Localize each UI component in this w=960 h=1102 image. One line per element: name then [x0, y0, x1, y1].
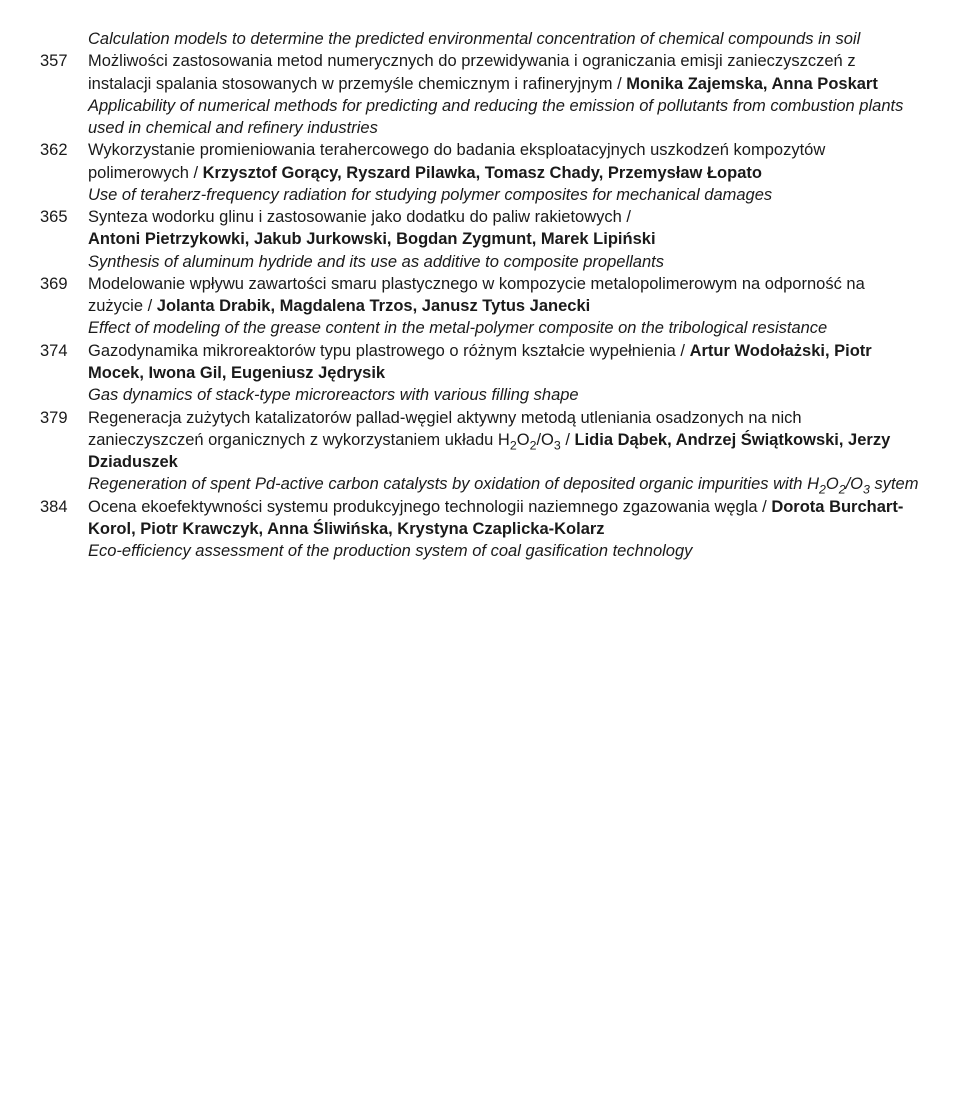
entry-content: Wykorzystanie promieniowania terahercowe…	[88, 139, 920, 206]
translation-text: Gas dynamics of stack-type microreactors…	[88, 386, 579, 404]
page-number: 362	[40, 139, 88, 161]
author-text: Antoni Pietrzykowki, Jakub Jurkowski, Bo…	[88, 230, 656, 248]
author-text: Monika Zajemska, Anna Poskart	[626, 75, 878, 93]
page-number: 374	[40, 340, 88, 362]
translation-text: Calculation models to determine the pred…	[88, 30, 860, 48]
entry-content: Możliwości zastosowania metod numeryczny…	[88, 50, 920, 139]
toc-entry: 374Gazodynamika mikroreaktorów typu plas…	[40, 340, 920, 407]
toc-entry: 357Możliwości zastosowania metod numeryc…	[40, 50, 920, 139]
entry-content: Calculation models to determine the pred…	[88, 28, 920, 50]
translation-text: Applicability of numerical methods for p…	[88, 97, 903, 137]
toc-entry: Calculation models to determine the pred…	[40, 28, 920, 50]
page-number: 365	[40, 206, 88, 228]
toc-list: Calculation models to determine the pred…	[40, 28, 920, 562]
page-number: 369	[40, 273, 88, 295]
toc-entry: 379Regeneracja zużytych katalizatorów pa…	[40, 407, 920, 496]
toc-entry: 362Wykorzystanie promieniowania teraherc…	[40, 139, 920, 206]
translation-text: Eco-efficiency assessment of the product…	[88, 542, 692, 560]
page-number: 357	[40, 50, 88, 72]
title-text: Synteza wodorku glinu i zastosowanie jak…	[88, 208, 631, 226]
translation-text: Synthesis of aluminum hydride and its us…	[88, 253, 664, 271]
title-text: Ocena ekoefektywności systemu produkcyjn…	[88, 498, 771, 516]
translation-text: Use of teraherz-frequency radiation for …	[88, 186, 772, 204]
toc-entry: 365Synteza wodorku glinu i zastosowanie …	[40, 206, 920, 273]
title-text: Gazodynamika mikroreaktorów typu plastro…	[88, 342, 690, 360]
entry-content: Synteza wodorku glinu i zastosowanie jak…	[88, 206, 920, 273]
entry-content: Ocena ekoefektywności systemu produkcyjn…	[88, 496, 920, 563]
entry-content: Modelowanie wpływu zawartości smaru plas…	[88, 273, 920, 340]
page-number: 384	[40, 496, 88, 518]
author-text: Krzysztof Gorący, Ryszard Pilawka, Tomas…	[203, 164, 762, 182]
translation-text: Regeneration of spent Pd-active carbon c…	[88, 475, 918, 493]
toc-entry: 384Ocena ekoefektywności systemu produkc…	[40, 496, 920, 563]
page-number: 379	[40, 407, 88, 429]
author-text: Jolanta Drabik, Magdalena Trzos, Janusz …	[157, 297, 590, 315]
entry-content: Regeneracja zużytych katalizatorów palla…	[88, 407, 920, 496]
entry-content: Gazodynamika mikroreaktorów typu plastro…	[88, 340, 920, 407]
translation-text: Effect of modeling of the grease content…	[88, 319, 827, 337]
toc-entry: 369Modelowanie wpływu zawartości smaru p…	[40, 273, 920, 340]
